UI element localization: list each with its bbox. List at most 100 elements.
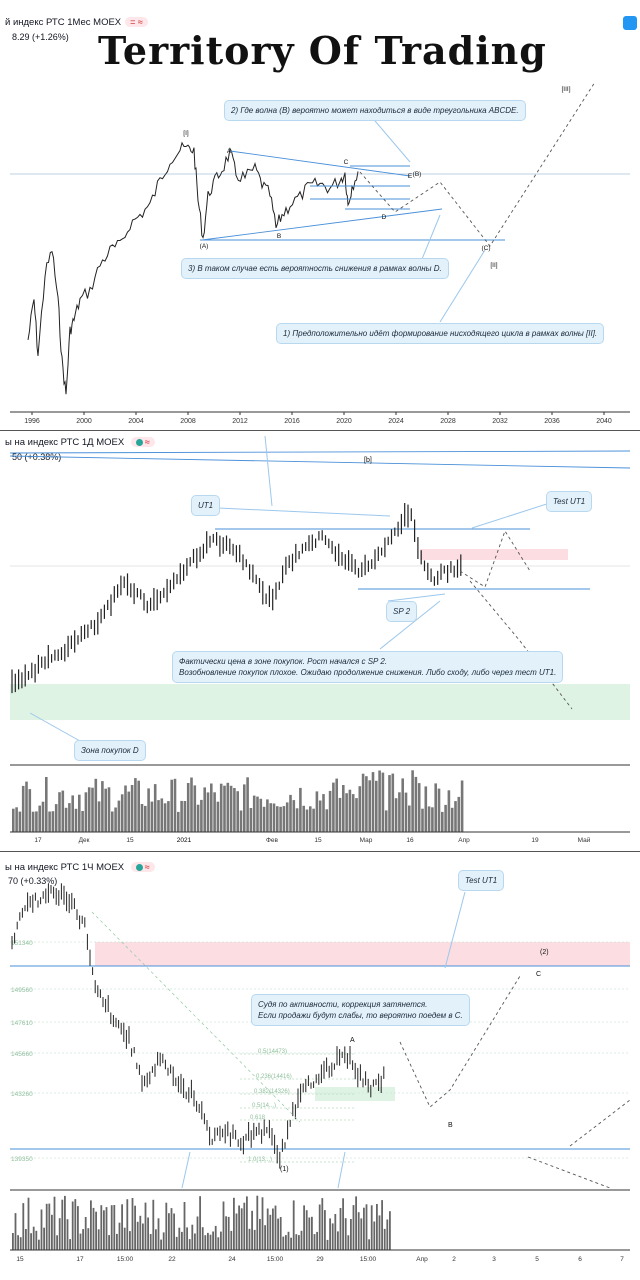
wave-label: A: [227, 148, 232, 155]
volume-bar: [318, 800, 322, 832]
divider: [0, 851, 640, 852]
volume-bar: [411, 770, 414, 832]
volume-bar: [123, 1227, 126, 1250]
fib-level-label: 0.5(14...): [252, 1103, 276, 1109]
volume-bar: [329, 1218, 331, 1250]
volume-bar: [104, 788, 107, 832]
volume-bar: [386, 1219, 389, 1250]
volume-bar: [302, 805, 305, 832]
volume-bar: [342, 785, 345, 832]
volume-bar: [375, 780, 378, 832]
note-buy-zone: Фактически цена в зоне покупок. Рост нач…: [172, 651, 564, 683]
fib-level-label: 0.5(14473): [258, 1049, 287, 1055]
volume-bar: [199, 1196, 201, 1250]
price-level-label: 149560: [11, 987, 33, 994]
volume-bar: [91, 787, 94, 832]
volume-bar: [74, 1199, 77, 1250]
time-label: 15:00: [267, 1256, 284, 1263]
volume-bar: [71, 795, 74, 832]
volume-bar: [61, 1199, 64, 1250]
volume-bar: [266, 1208, 269, 1250]
label-ut1: UT1: [191, 495, 221, 516]
note-wave-ii: 1) Предположительно идёт формирование ни…: [276, 323, 605, 344]
time-label: Май: [578, 836, 591, 844]
volume-bar: [347, 1235, 350, 1250]
volume-bar: [139, 1215, 142, 1250]
volume-bar: [213, 792, 216, 832]
volume-bar: [292, 1200, 295, 1250]
volume-bar: [229, 785, 233, 832]
status-dot-icon: [135, 439, 143, 447]
volume-bar: [389, 1211, 391, 1250]
year-label: 2036: [544, 418, 560, 425]
volume-bar: [361, 773, 365, 832]
volume-bar: [120, 794, 124, 832]
time-label: 22: [168, 1256, 176, 1263]
monthly-chart-canvas: 1996 2000 2004 2008 2012 2016 2020 2024 2028 2032…: [10, 81, 630, 425]
volume-bar: [66, 1219, 69, 1250]
volume-bar: [30, 1233, 32, 1250]
hourly-chart-panel: ы на индекс РТС 1Ч MOEX ≈ 70 (+0.33%) 15…: [0, 852, 640, 1280]
volume-bar: [100, 1205, 103, 1250]
volume-bar: [196, 804, 200, 832]
volume-bar: [305, 809, 309, 832]
time-label: 17: [76, 1256, 84, 1263]
year-label: 2008: [180, 418, 196, 425]
wave-labels: [I] A C (B)E D (A) B (C) [II] [III]: [183, 86, 570, 269]
volume-bar: [345, 793, 348, 832]
volume-bar: [186, 783, 190, 832]
time-label: 15: [126, 837, 134, 844]
time-label: 17: [34, 837, 42, 844]
volume-bar: [160, 1239, 162, 1250]
monthly-chart-change: 8.29 (+1.26%): [12, 32, 69, 42]
volume-bar: [124, 785, 127, 832]
volume-bar: [274, 1205, 277, 1250]
wave-label: C: [344, 159, 349, 166]
volume-bar: [344, 1218, 347, 1250]
volume-bar: [201, 1227, 204, 1250]
volume-bar: [326, 1239, 329, 1250]
volume-bar: [259, 798, 263, 832]
volume-bar: [225, 1216, 227, 1250]
time-label: 16: [406, 837, 414, 844]
year-axis: 1996 2000 2004 2008 2012 2016 2020 2024 2028 2032…: [24, 412, 612, 425]
volume-bar: [173, 1213, 175, 1250]
volume-bar: [282, 1236, 285, 1250]
volume-bar: [131, 1198, 134, 1250]
volume-bar: [183, 1202, 186, 1250]
volume-bar: [134, 1205, 136, 1250]
chat-icon[interactable]: [623, 16, 637, 30]
volume-bar: [251, 1210, 253, 1250]
volume-bar: [97, 1229, 100, 1250]
time-label: 7: [620, 1256, 624, 1263]
volume-bar: [318, 1204, 321, 1250]
volume-bar: [357, 1212, 360, 1250]
volume-bar: [203, 787, 206, 832]
volume-bar: [434, 783, 437, 832]
volume-bar: [149, 1234, 152, 1250]
volume-bar: [48, 1203, 51, 1250]
volume-bar: [58, 792, 61, 832]
volume-bar: [287, 1231, 290, 1250]
volume-bar: [236, 791, 239, 832]
volume-bar: [266, 799, 269, 832]
volume-bar: [311, 1216, 313, 1250]
wave-label: B: [277, 233, 281, 240]
time-label: 19: [531, 837, 539, 844]
volume-bar: [264, 1225, 266, 1250]
volume-bar: [18, 811, 22, 832]
year-label: 2000: [76, 418, 92, 425]
volume-bar: [378, 770, 381, 832]
volume-bar: [101, 781, 104, 832]
volume-bar: [348, 789, 352, 832]
volume-bar: [437, 788, 441, 832]
time-label: Дек: [79, 837, 90, 844]
wave-label: E: [408, 173, 413, 180]
volume-bar: [279, 1217, 282, 1250]
volume-bar: [335, 778, 338, 832]
volume-bar: [22, 1203, 25, 1250]
volume-bar: [277, 1218, 279, 1250]
volume-bar: [350, 1219, 352, 1250]
time-label: 15: [314, 837, 322, 844]
